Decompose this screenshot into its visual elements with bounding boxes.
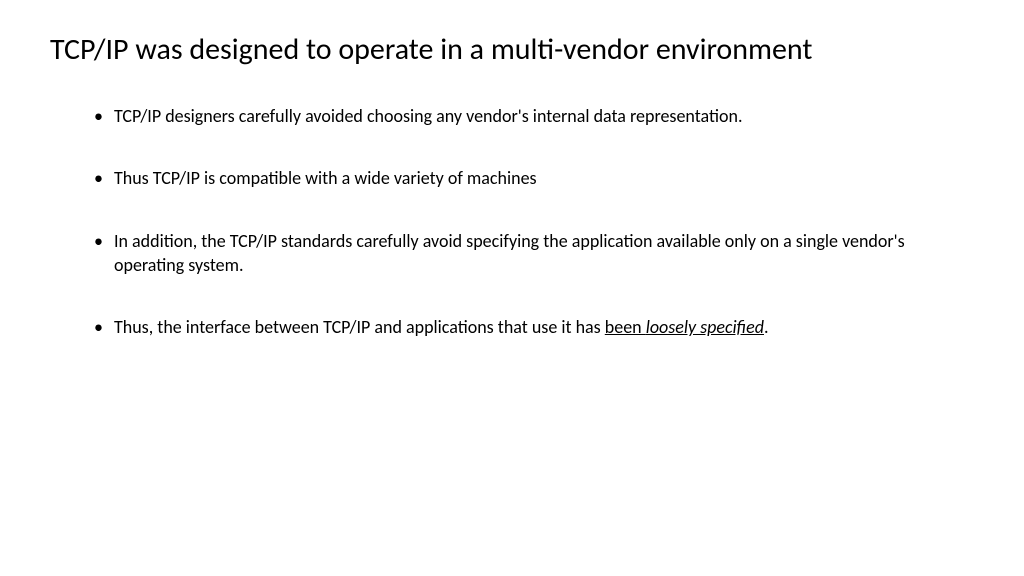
list-item: Thus, the interface between TCP/IP and a… [94,315,974,339]
list-item: Thus TCP/IP is compatible with a wide va… [94,166,974,190]
text-run: . [764,316,769,338]
bullet-list: TCP/IP designers carefully avoided choos… [50,104,974,339]
slide: TCP/IP was designed to operate in a mult… [0,0,1024,576]
text-run-underline-italic: loosely specified [646,316,764,338]
list-item: In addition, the TCP/IP standards carefu… [94,229,974,278]
text-run: Thus, the interface between TCP/IP and a… [114,316,605,338]
text-run-underline: been [605,316,646,338]
slide-title: TCP/IP was designed to operate in a mult… [50,32,974,68]
list-item: TCP/IP designers carefully avoided choos… [94,104,974,128]
